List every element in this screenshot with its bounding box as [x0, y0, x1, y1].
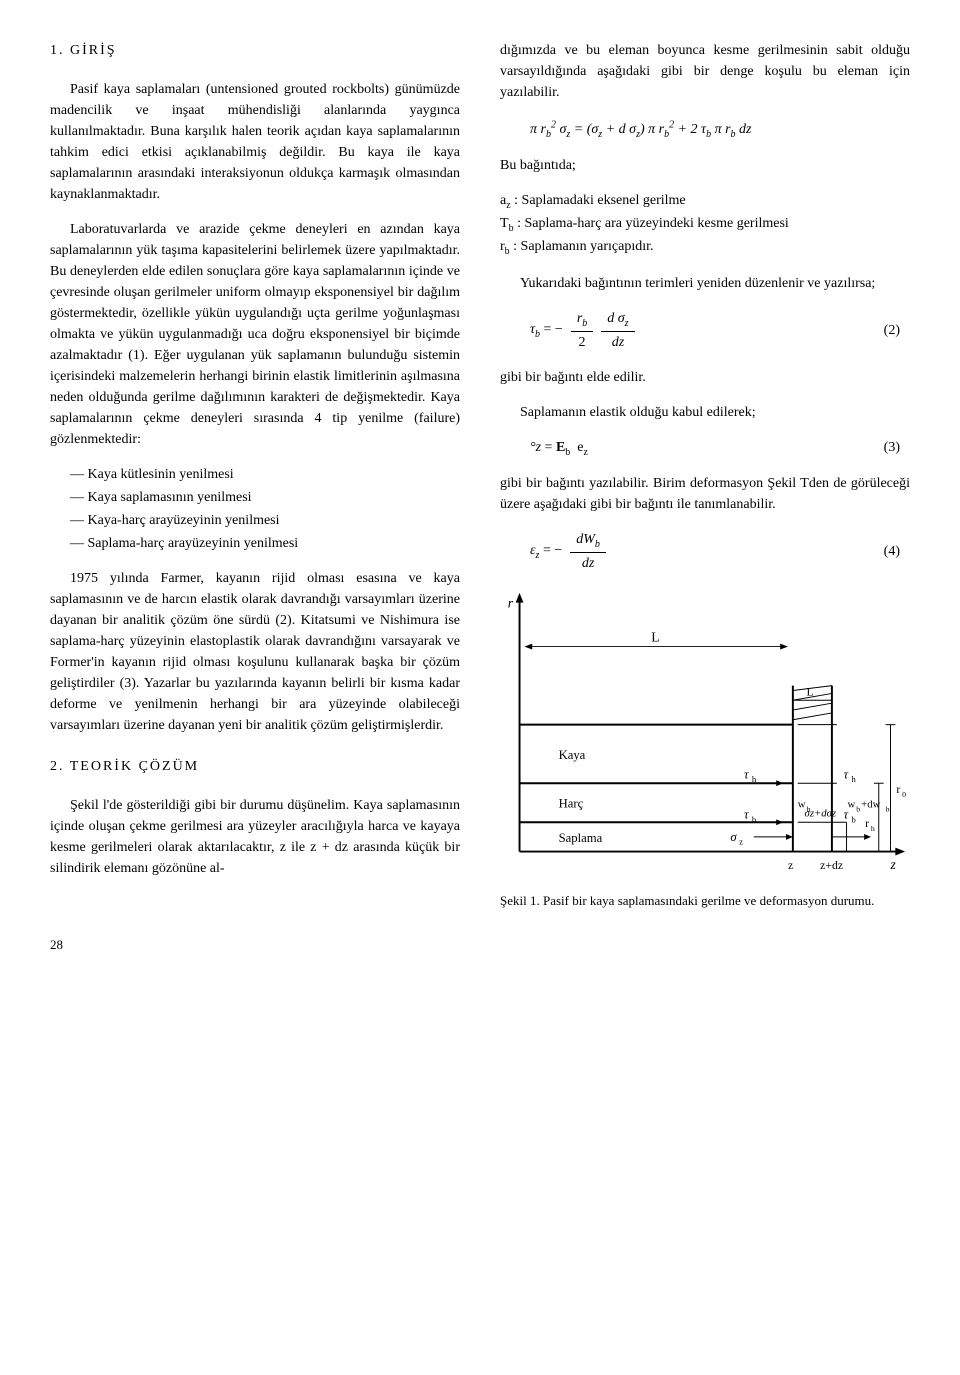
right-para-6: gibi bir bağıntı yazılabilir. Birim defo… [500, 473, 910, 515]
svg-text:0: 0 [902, 790, 906, 799]
equation-1: π rb2 σz = (σz + d σz) π rb2 + 2 τb π rb… [530, 117, 910, 141]
fig-label-tau-b-left: τ [744, 808, 749, 822]
equation-2: τb = − rb 2 d σz dz (2) [530, 308, 910, 353]
left-para-3: 1975 yılında Farmer, kayanın rijid olmas… [50, 568, 460, 736]
fig-label-sigma-z: σ [730, 830, 737, 844]
svg-text:b: b [856, 805, 860, 814]
right-para-1: dığımızda ve bu eleman boyunca kesme ger… [500, 40, 910, 103]
eq2-tag: (2) [884, 320, 900, 341]
fig-label-tau-h-left: τ [744, 768, 749, 782]
fig-label-L-upper: L [651, 630, 659, 645]
fig-label-r: r [508, 596, 514, 611]
fig-label-zdz: z+dz [820, 859, 843, 872]
fig-label-harc: Harç [559, 797, 584, 811]
fig-label-saplama: Saplama [559, 831, 603, 845]
equation-4: εz = − dWb dz (4) [530, 529, 910, 574]
right-para-5: Saplamanın elastik olduğu kabul edilerek… [500, 402, 910, 423]
fig-label-z-axis: z [889, 857, 896, 872]
svg-text:h: h [871, 824, 875, 833]
right-para-4: gibi bir bağıntı elde edilir. [500, 367, 910, 388]
fig-label-tau-h-right: τ [844, 768, 849, 782]
left-para-1: Pasif kaya saplamaları (untensioned grou… [50, 79, 460, 205]
svg-text:b: b [851, 815, 856, 825]
fig-label-wbdwb: w [848, 799, 856, 811]
fig-label-rh: r [865, 817, 869, 830]
equation-3: °z = Eb ez (3) [530, 437, 910, 460]
svg-text:b: b [886, 805, 890, 814]
def-rb: rb : Saplamanın yarıçapıdır. [500, 236, 910, 259]
fig-label-r0: r [896, 783, 900, 796]
def-tb: Tb : Saplama-harç ara yüzeyindeki kesme … [500, 213, 910, 236]
right-para-3: Yukarıdaki bağıntının terimleri yeniden … [500, 273, 910, 294]
failure-item-1: — Kaya kütlesinin yenilmesi [70, 464, 460, 485]
svg-text:+dw: +dw [861, 799, 880, 811]
fig-label-z-left: z [788, 859, 793, 872]
figure-1: r z [500, 588, 910, 910]
failure-item-2: — Kaya saplamasının yenilmesi [70, 487, 460, 508]
def-az: az : Saplamadaki eksenel gerilme [500, 190, 910, 213]
fig-label-L-lower: L [807, 686, 814, 699]
failure-item-3: — Kaya-harç arayüzeyinin yenilmesi [70, 510, 460, 531]
eq4-tag: (4) [884, 541, 900, 562]
fig-label-wb: w [798, 799, 806, 811]
failure-item-4: — Saplama-harç arayüzeyinin yenilmesi [70, 533, 460, 554]
right-para-2: Bu bağıntıda; [500, 155, 910, 176]
fig-label-tau-b-left-sub: b [752, 815, 757, 825]
page-number: 28 [50, 935, 910, 955]
figure-1-caption: Şekil 1. Pasif bir kaya saplamasındaki g… [500, 891, 910, 911]
svg-text:z: z [739, 837, 743, 847]
svg-text:b: b [807, 805, 811, 814]
svg-text:h: h [851, 774, 856, 784]
eq3-tag: (3) [884, 437, 900, 458]
left-para-4: Şekil l'de gösterildiği gibi bir durumu … [50, 795, 460, 879]
section-2-title: 2. TEORİK ÇÖZÜM [50, 756, 460, 777]
fig-label-tau-h-left-sub: h [752, 774, 757, 784]
section-1-title: 1. GİRİŞ [50, 40, 460, 61]
fig-label-kaya: Kaya [559, 748, 586, 762]
left-para-2: Laboratuvarlarda ve arazide çekme deneyl… [50, 219, 460, 450]
